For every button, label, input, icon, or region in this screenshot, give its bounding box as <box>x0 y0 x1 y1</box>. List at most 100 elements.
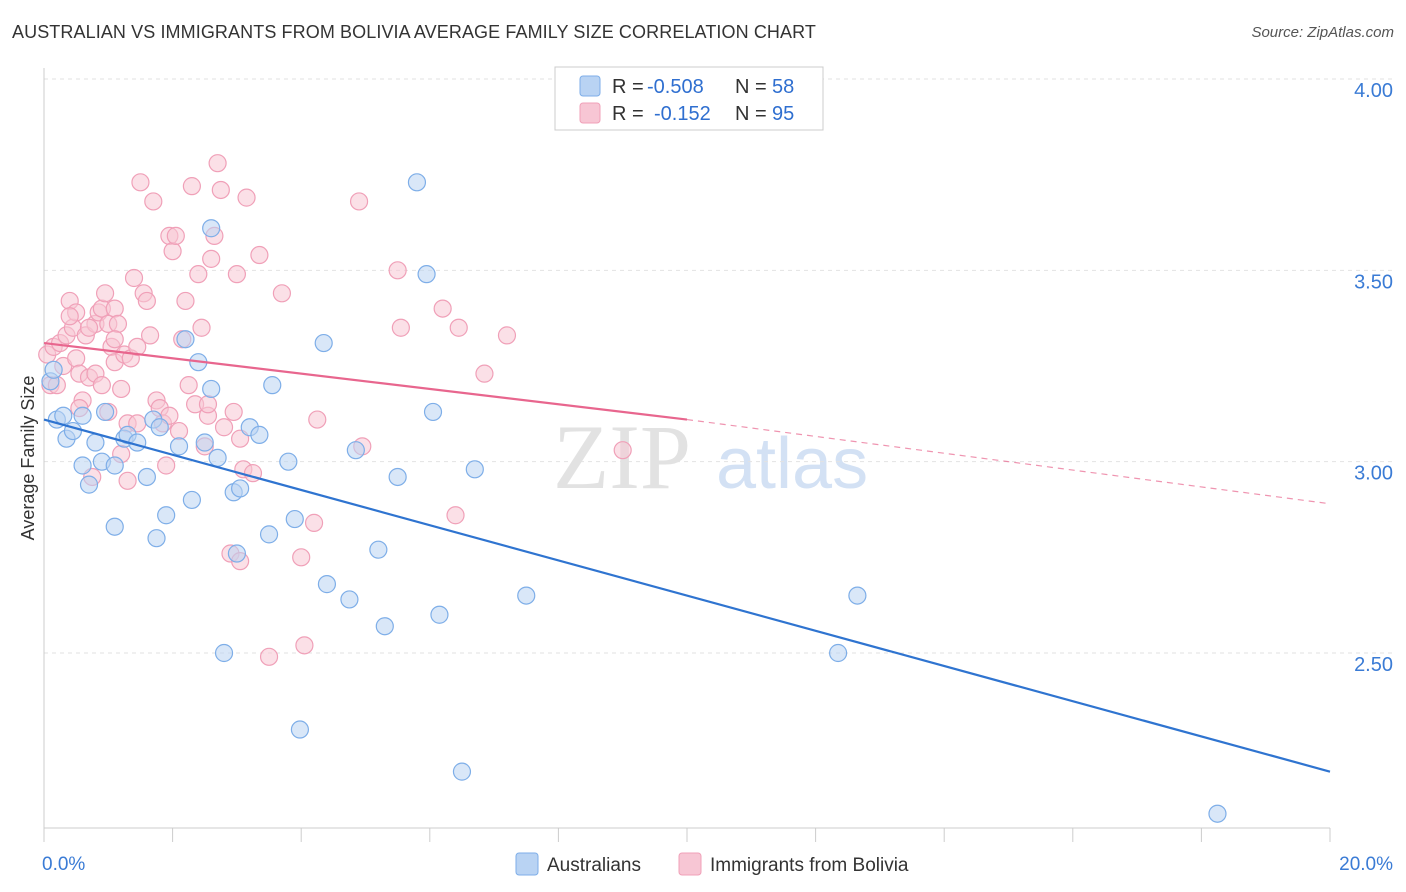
bolivia-point <box>391 318 410 337</box>
bottom-legend-australians: Australians <box>547 855 641 876</box>
bolivia-point <box>92 376 111 395</box>
legend-r-label-1: R = <box>612 76 644 98</box>
legend-n-value-2: 95 <box>772 103 794 125</box>
bolivia-point <box>259 647 279 666</box>
x-tick-label: 0.0% <box>42 854 85 875</box>
y-tick-label: 4.00 <box>1354 80 1393 102</box>
australians-point <box>340 590 359 609</box>
bolivia-point <box>131 173 150 192</box>
y-tick-label: 3.50 <box>1354 271 1393 293</box>
bolivia-point <box>105 330 124 349</box>
legend-swatch-bolivia <box>579 102 601 124</box>
australians-point <box>369 540 388 559</box>
australians-point <box>829 643 848 663</box>
australians-point <box>169 437 189 456</box>
australians-point <box>259 525 279 544</box>
bolivia-point <box>250 245 269 265</box>
bolivia-point <box>433 299 452 318</box>
australians-point <box>430 605 449 624</box>
australians-point <box>176 330 195 349</box>
australians-point <box>290 720 310 739</box>
bolivia-point <box>388 261 407 280</box>
bolivia-point <box>105 299 124 318</box>
bolivia-point <box>157 456 176 475</box>
australians-point <box>465 460 484 479</box>
australians-point <box>231 479 250 498</box>
australians-point <box>517 586 536 605</box>
australians-point <box>195 433 214 452</box>
bolivia-point <box>272 284 292 303</box>
bolivia-trend-line <box>43 341 688 421</box>
australians-point <box>279 452 298 471</box>
australians-point <box>147 529 166 548</box>
bolivia-point <box>349 192 369 211</box>
bottom-legend-swatch-australians <box>515 852 539 876</box>
chart-source: Source: ZipAtlas.com <box>1251 24 1394 41</box>
bottom-legend-swatch-bolivia <box>678 852 702 876</box>
bolivia-point <box>67 349 86 368</box>
legend-swatch-australians <box>579 75 601 97</box>
australians-point <box>79 475 99 494</box>
australians-point <box>346 441 365 460</box>
australians-point <box>157 506 176 525</box>
legend-n-value-1: 58 <box>772 76 794 98</box>
y-tick-label: 3.00 <box>1354 463 1393 485</box>
bolivia-point <box>198 395 218 414</box>
australians-point <box>86 433 105 452</box>
australians-point <box>285 509 304 529</box>
bolivia-point <box>237 188 256 207</box>
legend-r-value-1: -0.508 <box>647 76 704 98</box>
watermark-atlas: atlas <box>716 424 868 504</box>
bolivia-point <box>202 249 221 268</box>
australians-trend-line <box>43 418 1331 773</box>
australians-point <box>105 456 124 475</box>
bolivia-point <box>308 410 327 429</box>
australians-point <box>848 586 867 605</box>
australians-point <box>44 360 63 379</box>
australians-point <box>250 425 269 444</box>
australians-point <box>202 219 221 238</box>
australians-point <box>1208 804 1227 823</box>
bolivia-point <box>137 291 156 311</box>
australians-point <box>182 490 201 510</box>
y-axis-title: Average Family Size <box>18 376 38 541</box>
bolivia-point <box>176 291 195 311</box>
australians-point <box>263 376 282 395</box>
legend-r-value-2: -0.152 <box>654 103 711 125</box>
bolivia-point <box>446 506 465 525</box>
legend-r-label-2: R = <box>612 103 644 125</box>
bolivia-point <box>449 318 468 337</box>
bolivia-point <box>140 326 160 345</box>
australians-point <box>388 467 407 487</box>
australians-point <box>423 402 443 422</box>
australians-point <box>375 617 394 636</box>
australians-point <box>73 456 92 475</box>
australians-point <box>150 418 169 437</box>
bolivia-point <box>128 337 147 356</box>
bolivia-point <box>169 421 189 441</box>
australians-point <box>54 406 73 425</box>
bolivia-point <box>108 314 128 334</box>
bolivia-point <box>112 379 131 399</box>
bolivia-point <box>292 548 311 567</box>
australians-point <box>317 575 337 594</box>
australians-point <box>208 448 227 467</box>
australians-point <box>73 406 92 425</box>
y-tick-label: 2.50 <box>1354 654 1393 676</box>
bolivia-point <box>227 265 246 284</box>
australians-point <box>95 402 115 422</box>
australians-point <box>407 173 427 192</box>
legend-n-label-1: N = <box>735 76 767 98</box>
australians-point <box>137 467 156 487</box>
australians-point <box>417 265 436 284</box>
australians-point <box>227 544 246 563</box>
tick-labels: 2.50 3.00 3.50 4.00 0.0% 20.0% <box>42 80 1393 875</box>
bolivia-point <box>166 226 185 245</box>
legend-n-label-2: N = <box>735 103 767 125</box>
data-points <box>38 154 1227 823</box>
bolivia-point <box>211 180 230 200</box>
correlation-legend: R = -0.508 N = 58 R = -0.152 N = 95 <box>554 66 824 131</box>
bolivia-point <box>208 154 227 173</box>
australians-point <box>452 762 472 781</box>
